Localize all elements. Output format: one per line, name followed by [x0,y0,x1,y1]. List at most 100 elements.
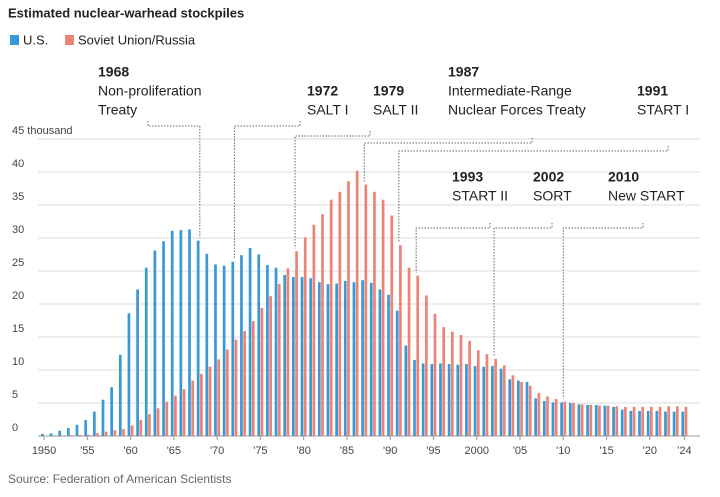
bar [494,358,497,436]
legend-swatch [10,35,19,45]
x-tick-label: '24 [677,445,691,457]
bar [148,414,151,436]
bar [482,366,486,436]
annotation-leader [562,223,644,399]
bar [390,215,394,436]
annotation-text: Non-proliferation [98,83,202,99]
bar [208,366,212,436]
annotation-leader [493,223,553,356]
bar [528,385,532,436]
bar [439,363,442,436]
bar [534,398,538,436]
bar [658,406,662,436]
x-tick-label: '55 [80,445,94,457]
bar [165,401,169,436]
legend-label: Soviet Union/Russia [78,32,196,47]
bar [664,411,667,436]
bar [292,276,295,436]
legend-swatch [65,35,74,45]
bar [629,410,633,436]
x-tick-label: 1950 [32,445,56,457]
bar [234,339,238,436]
bar [395,310,399,436]
x-tick-label: '75 [253,445,267,457]
bar [586,404,589,436]
bar [381,199,385,436]
legend-label: U.S. [23,32,48,47]
bar [191,380,195,436]
bar [92,411,96,436]
bar [41,434,44,436]
bar [563,401,567,436]
y-tick-label: 5 [12,389,18,401]
bar [433,313,437,436]
annotation-text: Intermediate-Range [448,83,572,99]
bar [459,335,463,436]
bar [104,431,108,436]
bar [612,406,615,436]
bar [96,433,99,436]
bar [476,350,480,436]
bar [667,406,671,436]
bar [182,389,186,436]
bar [156,408,160,436]
annotation-text: START I [637,102,689,118]
bar [269,296,272,436]
bar [118,354,122,436]
x-tick-label: '70 [210,445,224,457]
bar [373,191,376,436]
bar [243,331,246,436]
bar [127,313,131,436]
bar [416,275,420,436]
x-tick-label: '85 [340,445,354,457]
bar [75,424,79,436]
bar [303,237,307,436]
bar [174,395,177,436]
bar [598,405,601,436]
bar [58,430,62,436]
bar [222,265,226,436]
bar [110,387,113,436]
bar [136,289,139,436]
x-tick-label: '60 [123,445,137,457]
y-tick-label: 15 [12,323,24,335]
annotation-year: 1987 [448,64,479,80]
bar [456,364,460,436]
y-tick-label: 40 [12,158,24,170]
x-tick-label: '10 [556,445,570,457]
bar [326,284,330,436]
bar [188,229,191,436]
bar [196,240,200,436]
annotation-text: SALT II [373,102,418,118]
bar [511,375,515,436]
bar [641,406,645,436]
x-tick-label: '65 [167,445,181,457]
bar [355,170,359,436]
bar [442,327,446,436]
annotation-leader [363,138,533,182]
bar [502,365,506,436]
bar [214,264,217,436]
bar [335,283,338,436]
bar [580,404,584,436]
bar [473,366,477,436]
x-tick-label: 2000 [464,445,488,457]
y-tick-label: 20 [12,290,24,302]
annotation-year: 1993 [452,169,483,185]
bar [517,380,520,436]
bar [87,434,91,436]
annotation-leader [147,121,201,238]
bar [67,428,70,436]
bar [329,199,333,436]
bar [139,419,143,436]
bar [295,251,298,436]
bar [468,340,471,436]
bar [352,282,356,436]
bar [430,364,434,436]
annotation-year: 1968 [98,64,129,80]
bar [554,399,558,436]
bar [130,425,134,436]
bar [491,366,494,436]
bar [425,295,428,436]
bar [650,406,653,436]
